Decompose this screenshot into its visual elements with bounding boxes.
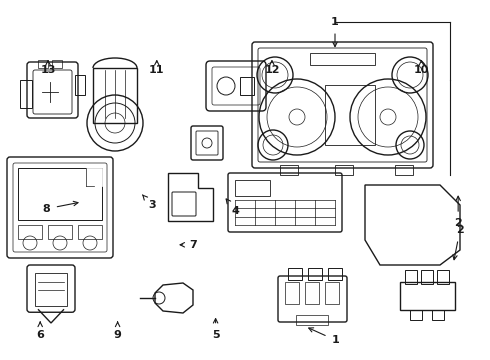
Text: 12: 12 <box>264 60 280 75</box>
Text: 5: 5 <box>212 319 220 340</box>
Bar <box>305 282 319 304</box>
Bar <box>400 282 455 310</box>
Bar <box>335 165 353 175</box>
Text: 4: 4 <box>226 199 239 216</box>
Bar <box>421 270 433 284</box>
Text: 9: 9 <box>114 322 122 340</box>
Text: 8: 8 <box>43 201 78 214</box>
Text: 10: 10 <box>414 60 429 75</box>
Bar <box>75 75 85 95</box>
Bar <box>325 282 339 304</box>
Bar <box>325 85 375 145</box>
Bar <box>410 310 422 320</box>
Bar <box>285 282 299 304</box>
Text: 2: 2 <box>454 196 462 228</box>
Bar <box>18 168 102 220</box>
Text: 2: 2 <box>453 225 464 260</box>
Bar <box>288 268 302 280</box>
Bar <box>308 268 322 280</box>
Bar <box>432 310 444 320</box>
Bar <box>437 270 449 284</box>
Text: 1: 1 <box>331 17 339 46</box>
Bar <box>86 168 102 186</box>
Bar <box>328 268 342 280</box>
Bar <box>20 80 32 108</box>
Text: 7: 7 <box>180 240 197 250</box>
Bar <box>38 60 48 68</box>
Bar <box>93 68 137 123</box>
Text: 13: 13 <box>40 60 56 75</box>
Bar <box>48 225 72 239</box>
Bar <box>52 60 62 68</box>
Bar <box>310 53 375 65</box>
Bar <box>18 225 42 239</box>
Bar <box>240 77 254 95</box>
Text: 11: 11 <box>149 60 165 75</box>
Text: 3: 3 <box>143 195 156 210</box>
Bar <box>235 180 270 196</box>
Bar <box>78 225 102 239</box>
Bar <box>296 315 328 325</box>
Bar <box>405 270 417 284</box>
Bar <box>280 165 298 175</box>
Text: 6: 6 <box>36 322 44 340</box>
Bar <box>395 165 413 175</box>
Text: 1: 1 <box>309 328 340 345</box>
Bar <box>35 273 67 306</box>
